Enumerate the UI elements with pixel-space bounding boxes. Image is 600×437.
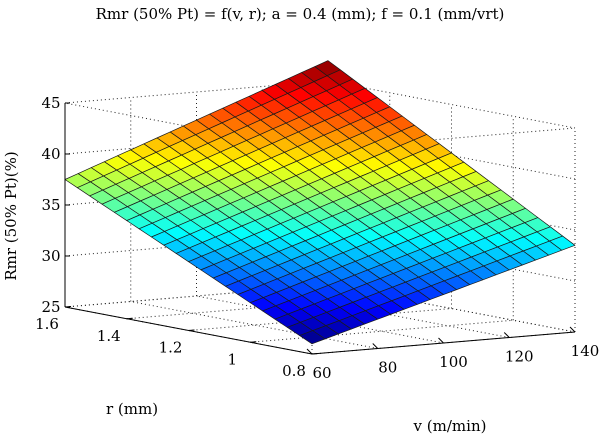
y-tick-label: 1.6 bbox=[35, 315, 59, 333]
surface-mesh bbox=[64, 60, 576, 345]
tick-labels: 25 30 35 40 45 0.8 1 1.2 1.4 1.6 60 80 100 120 140 bbox=[35, 94, 599, 382]
y-tick-mark bbox=[64, 306, 72, 308]
y-tick-label: 1.4 bbox=[97, 327, 121, 345]
chart-title: Rmr (50% Pt) = f(v, r); a = 0.4 (mm); f … bbox=[96, 5, 505, 23]
x-tick-label: 60 bbox=[312, 364, 331, 382]
y-tick-mark bbox=[188, 329, 195, 331]
y-tick-mark bbox=[311, 353, 319, 355]
x-tick-mark bbox=[569, 326, 576, 333]
z-tick-label: 45 bbox=[41, 94, 60, 112]
x-axis-label: v (m/min) bbox=[413, 417, 487, 435]
y-tick-label: 1 bbox=[227, 350, 237, 368]
x-tick-label: 140 bbox=[571, 342, 600, 360]
z-tick-label: 40 bbox=[41, 145, 60, 163]
y-tick-label: 1.2 bbox=[159, 339, 183, 357]
x-tick-label: 120 bbox=[505, 348, 534, 366]
y-axis-label: r (mm) bbox=[106, 400, 158, 418]
x-tick-mark bbox=[372, 343, 379, 349]
z-axis-label: Rmr (50% Pt)(%) bbox=[2, 151, 20, 280]
x-tick-label: 100 bbox=[439, 353, 468, 371]
z-tick-label: 30 bbox=[41, 247, 60, 265]
x-tick-mark bbox=[503, 332, 510, 338]
y-tick-mark bbox=[126, 317, 133, 320]
z-tick-label: 25 bbox=[41, 298, 60, 316]
x-tick-label: 80 bbox=[378, 359, 397, 377]
surface-cell bbox=[549, 235, 576, 251]
x-tick-mark bbox=[306, 348, 313, 355]
y-tick-mark bbox=[250, 341, 257, 343]
y-tick-label: 0.8 bbox=[282, 362, 306, 380]
x-tick-mark bbox=[438, 337, 444, 344]
z-tick-label: 35 bbox=[41, 196, 60, 214]
